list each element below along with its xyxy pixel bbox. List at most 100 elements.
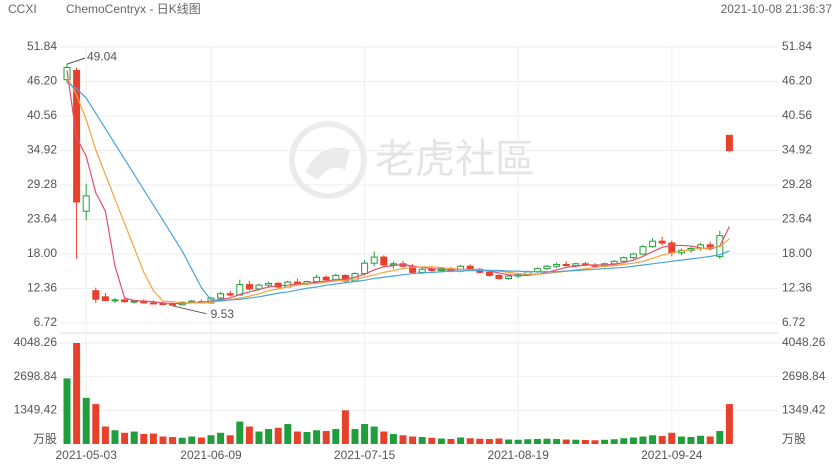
volume-bar [706, 436, 714, 444]
candle-body [226, 293, 234, 296]
volume-bar [447, 439, 455, 444]
volume-bar [236, 421, 244, 444]
y-tick-label: 6.72 [34, 315, 58, 329]
annotation: 9.53 [211, 307, 235, 321]
candle-body [111, 299, 119, 302]
volume-tick-label-right: 1349.42 [782, 403, 826, 417]
candle-body [629, 253, 637, 259]
volume-bar [111, 430, 119, 444]
volume-bar [313, 430, 321, 444]
y-tick-label-right: 23.64 [782, 212, 812, 226]
volume-bar [495, 438, 503, 444]
y-tick-label-right: 12.36 [782, 281, 812, 295]
volume-bar [658, 436, 666, 444]
volume-tick-label: 2698.84 [14, 369, 58, 383]
y-tick-label-right: 29.28 [782, 177, 812, 191]
volume-bar [370, 426, 378, 444]
y-tick-label: 18.00 [27, 246, 57, 260]
volume-tick-label: 4048.26 [14, 335, 58, 349]
annotation-leader [172, 305, 207, 315]
candle-body [149, 302, 157, 305]
candle-body [495, 274, 503, 279]
volume-bar [389, 434, 397, 444]
volume-bar [601, 439, 609, 444]
volume-bar [332, 429, 340, 444]
volume-bar [130, 431, 138, 444]
y-tick-label: 12.36 [27, 281, 57, 295]
candle-body [217, 293, 225, 299]
volume-bar [485, 439, 493, 444]
candle-body [380, 256, 388, 266]
candle-body [725, 134, 733, 152]
volume-unit-left: 万股 [33, 432, 57, 446]
candle-body [82, 195, 90, 212]
y-tick-label-right: 34.92 [782, 143, 812, 157]
volume-bar [437, 438, 445, 444]
moving-average-line [66, 70, 730, 305]
candle-body [418, 268, 426, 273]
volume-tick-label: 1349.42 [14, 403, 58, 417]
volume-bar [351, 429, 359, 444]
volume-bar [572, 439, 580, 444]
volume-bar [245, 426, 253, 444]
candle-body [121, 299, 129, 303]
volume-bar [466, 438, 474, 444]
candle-body [562, 263, 570, 267]
volume-tick-label-right: 4048.26 [782, 335, 826, 349]
y-tick-label: 29.28 [27, 177, 57, 191]
y-tick-label-right: 18.00 [782, 246, 812, 260]
volume-unit-right: 万股 [782, 432, 806, 446]
candle-body [389, 263, 397, 266]
volume-bar [543, 438, 551, 444]
volume-bar [380, 431, 388, 444]
volume-bar [639, 436, 647, 444]
volume-bar [687, 437, 695, 444]
volume-bar [207, 435, 215, 444]
candle-body [265, 282, 273, 286]
volume-bar [73, 343, 81, 444]
candle-body [639, 246, 647, 255]
candle-body [293, 281, 301, 284]
volume-bar [92, 404, 100, 444]
x-tick-label: 2021-09-24 [641, 448, 703, 462]
volume-bar [197, 437, 205, 444]
candle-body [485, 271, 493, 276]
volume-bar [149, 433, 157, 444]
volume-bar [178, 437, 186, 444]
y-tick-label: 46.20 [27, 74, 57, 88]
volume-bar [418, 437, 426, 444]
candle-body [620, 257, 628, 262]
volume-bar [341, 410, 349, 444]
annotation-leader [66, 57, 86, 65]
candle-body [543, 265, 551, 270]
candle-body [610, 260, 618, 265]
x-tick-label: 2021-05-03 [56, 448, 118, 462]
y-tick-label: 40.56 [27, 108, 57, 122]
volume-bar [159, 436, 167, 444]
candle-body [255, 284, 263, 290]
volume-bar [226, 435, 234, 444]
moving-average-line [66, 76, 730, 304]
volume-bar [303, 432, 311, 444]
candle-body [649, 240, 657, 248]
volume-bar [620, 438, 628, 444]
volume-bar [725, 404, 733, 444]
volume-bar [562, 439, 570, 444]
x-tick-label: 2021-07-15 [334, 448, 396, 462]
y-tick-label: 51.84 [27, 39, 57, 53]
x-tick-label: 2021-08-19 [488, 448, 550, 462]
volume-bar [591, 440, 599, 444]
volume-tick-label-right: 2698.84 [782, 369, 826, 383]
volume-bar [399, 435, 407, 444]
volume-bar [677, 436, 685, 444]
volume-bar [361, 424, 369, 444]
volume-bar [293, 431, 301, 444]
candle-body [159, 303, 167, 306]
candle-body [188, 300, 196, 303]
candle-body [658, 240, 666, 244]
volume-bar [581, 440, 589, 444]
volume-bar [63, 378, 71, 444]
subtitle: ChemoCentryx - 日K线图 [66, 2, 201, 16]
volume-bar [188, 436, 196, 444]
